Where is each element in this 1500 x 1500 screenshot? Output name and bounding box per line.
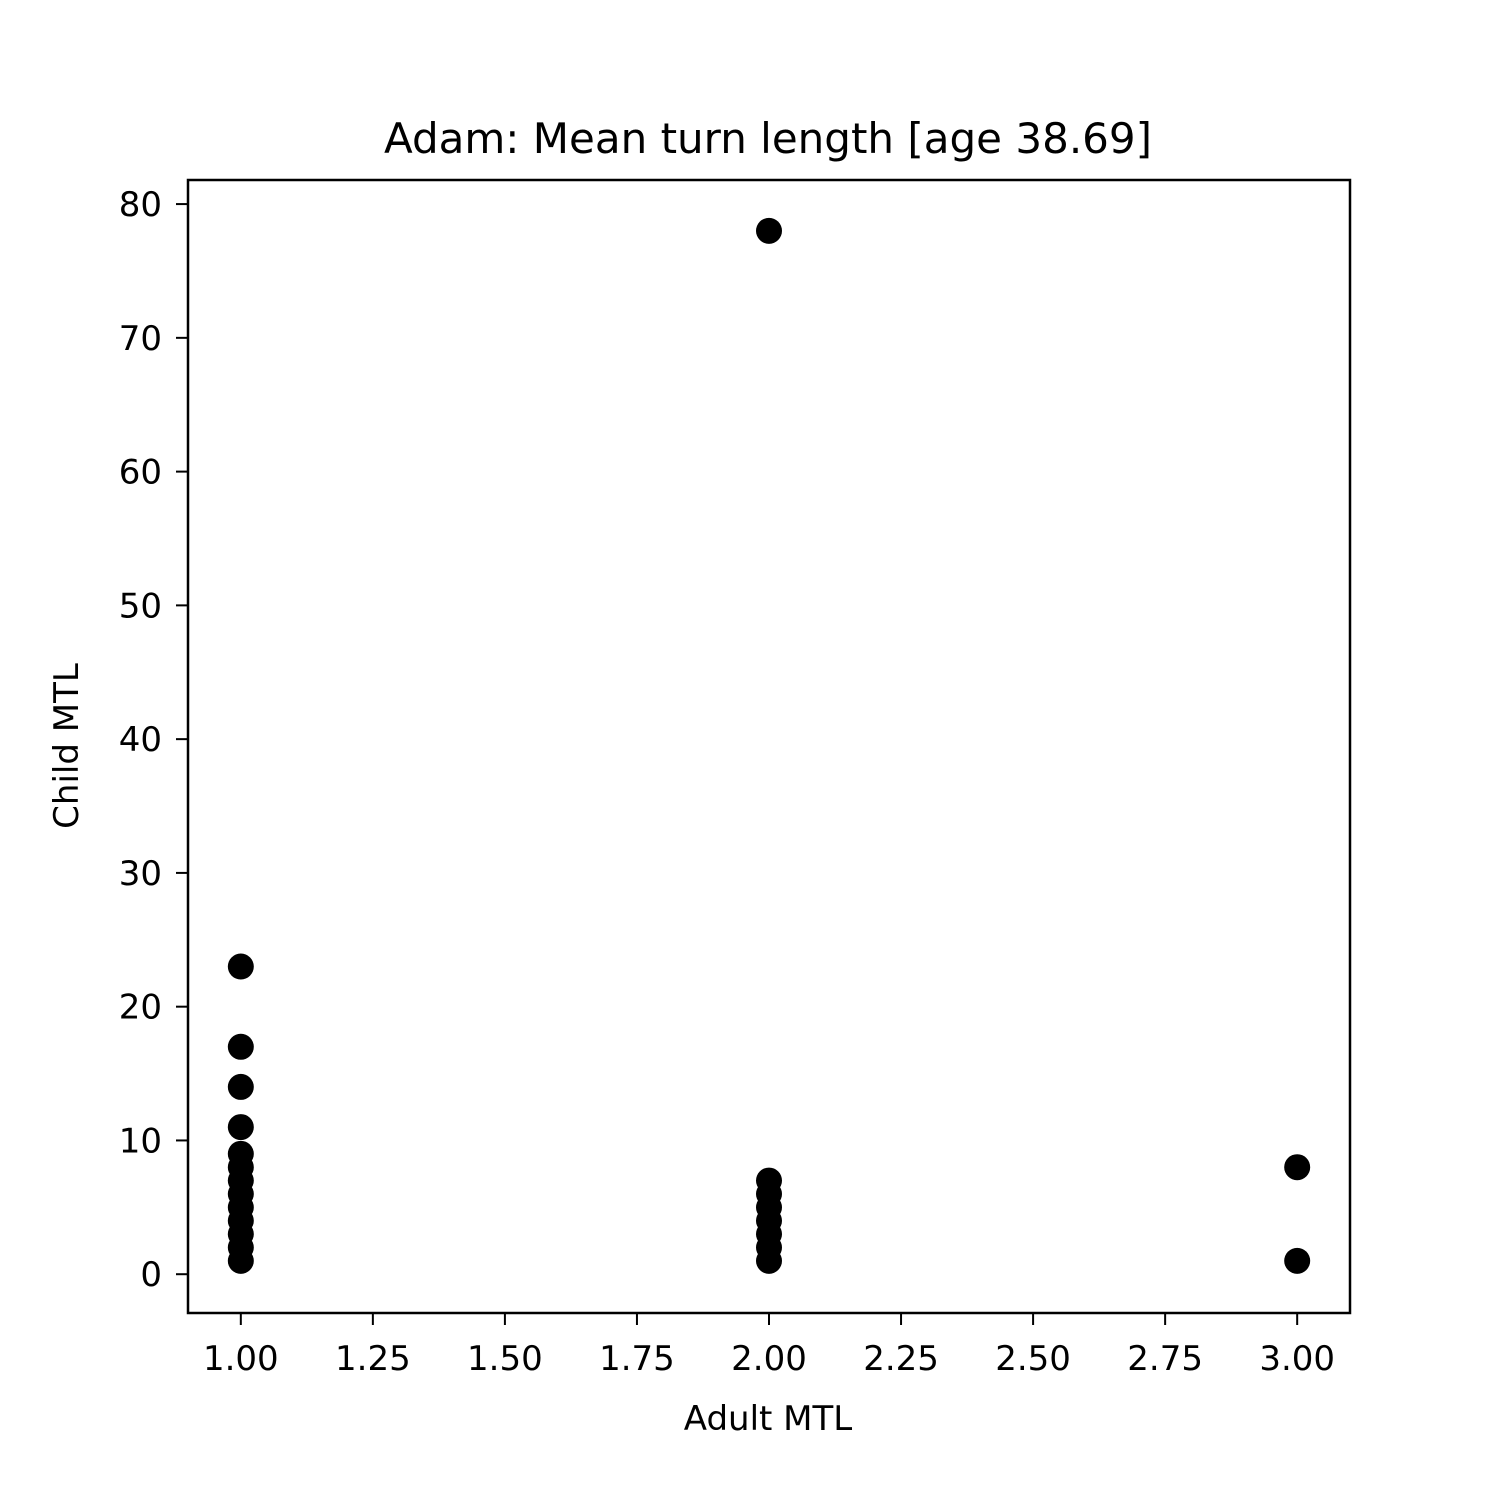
y-tick-label: 50 [119,586,162,626]
data-point [1284,1247,1311,1274]
y-axis-ticks: 0 10 20 30 40 50 60 70 80 [119,185,188,1295]
data-point [756,1167,782,1194]
y-tick-label: 80 [119,185,162,225]
x-tick-label: 2.50 [995,1339,1071,1379]
data-points [227,217,1311,1274]
y-tick-label: 40 [119,720,162,760]
data-point [227,1114,254,1141]
x-tick-label: 1.75 [599,1339,675,1379]
data-point [1284,1154,1311,1181]
x-axis-ticks: 1.00 1.25 1.50 1.75 2.00 2.25 2.50 2.75 3.00 [203,1313,1335,1379]
data-point [227,953,254,980]
x-axis-label: Adult MTL [684,1399,852,1439]
x-tick-label: 2.00 [731,1339,807,1379]
y-tick-label: 0 [140,1255,162,1295]
y-tick-label: 20 [119,988,162,1028]
x-tick-label: 2.25 [863,1339,939,1379]
data-point [227,1140,254,1167]
x-tick-label: 1.25 [335,1339,411,1379]
y-tick-label: 30 [119,854,162,894]
data-point [756,217,782,244]
x-tick-label: 1.50 [467,1339,543,1379]
x-tick-label: 3.00 [1259,1339,1335,1379]
y-tick-label: 60 [119,453,162,493]
x-tick-label: 1.00 [203,1339,279,1379]
y-axis-label: Child MTL [47,663,87,829]
x-tick-label: 2.75 [1127,1339,1203,1379]
y-tick-label: 10 [119,1121,162,1161]
chart-title: Adam: Mean turn length [age 38.69] [384,114,1152,163]
data-point [227,1033,254,1060]
data-point [227,1073,254,1100]
y-tick-label: 70 [119,319,162,359]
